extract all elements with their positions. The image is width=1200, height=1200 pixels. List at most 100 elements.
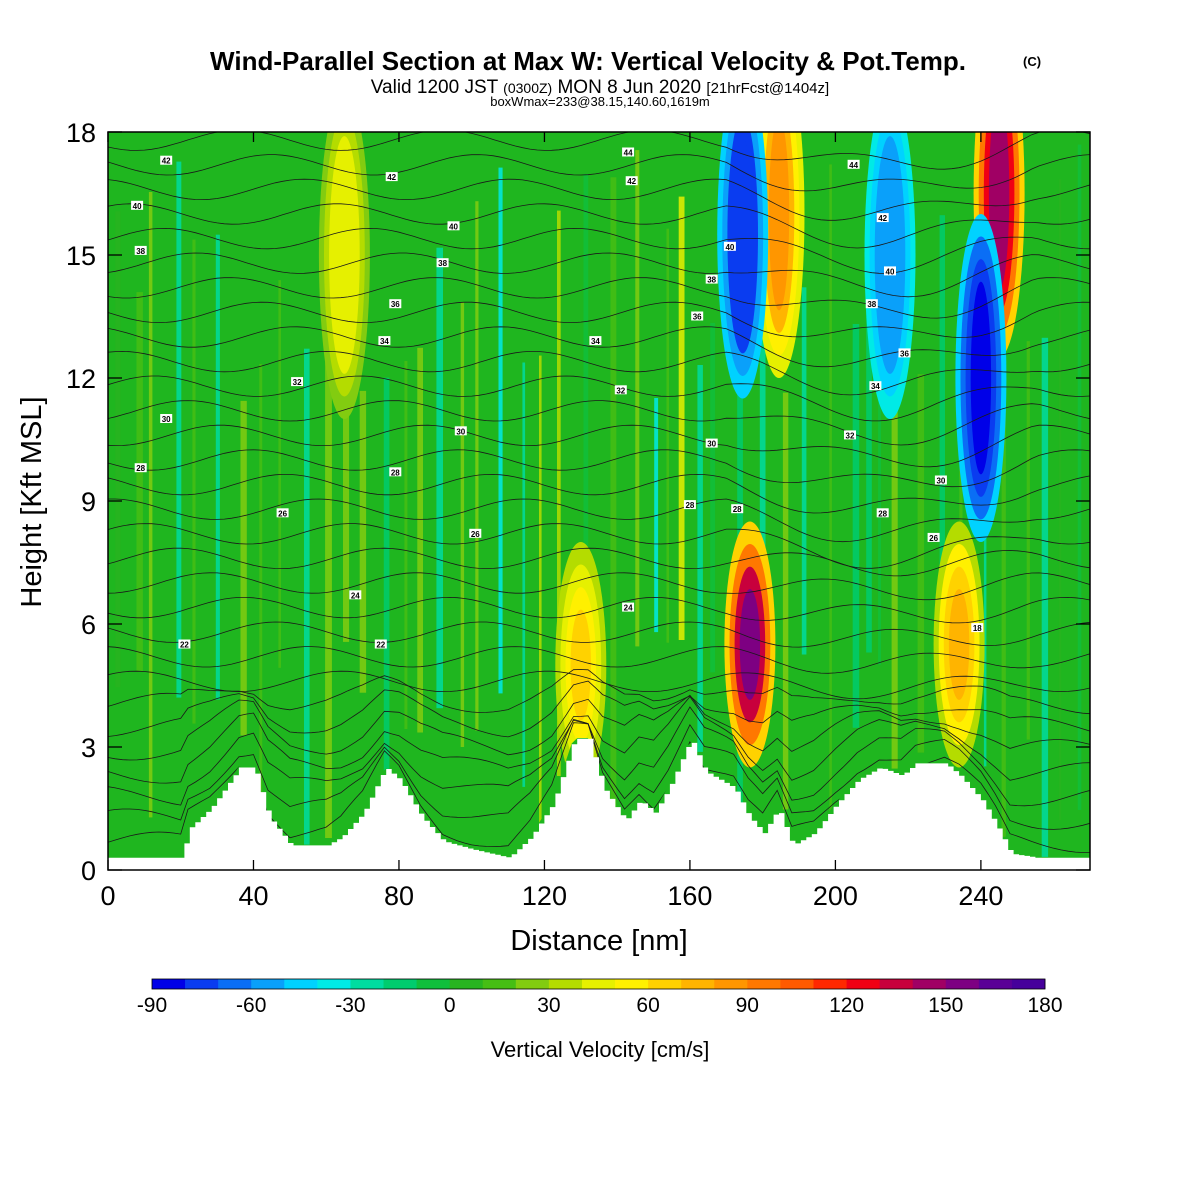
w-band [959,371,963,638]
colorbar-swatch [317,979,351,989]
contour-label: 26 [929,534,938,543]
theta-contour [108,350,1090,396]
theta-contour [108,523,1090,569]
x-tick-label: 120 [522,881,567,911]
w-band [539,355,542,857]
contour-label: 28 [733,505,742,514]
contour-label-bg [160,414,173,423]
contour-label-bg [160,155,173,165]
theta-contour [108,301,1090,338]
colorbar-tick-label: -30 [335,994,365,1017]
contour-label: 24 [351,591,360,600]
contour-label: 36 [693,313,702,322]
w-band [176,161,182,698]
w-band [866,221,872,653]
contour-label: 42 [627,177,636,186]
theta-contour [108,227,1090,274]
contour-label-bg [884,266,896,276]
w-core-7 [334,158,355,352]
w-band [678,196,685,640]
theta-contour [108,252,1090,298]
contour-label: 28 [685,501,694,510]
w-band [891,272,898,769]
w-band [1026,341,1030,740]
colorbar-swatch [879,979,914,989]
w-band [829,164,832,820]
x-axis-label: Distance [nm] [510,925,687,957]
w-band [917,374,925,753]
theta-contour [108,375,1090,422]
theta-contour-labels: 42 40 38 44 42 42 44 40 40 42 38 38 40 36 36 38 34 34 36 32… [131,147,984,650]
theta-contour [108,154,1090,192]
colorbar-label: Vertical Velocity [cm/s] [491,1037,710,1062]
colorbar-swatch [449,979,484,989]
contour-label: 42 [162,157,171,166]
contour-label: 36 [391,300,400,309]
colorbar-frame [151,978,1046,990]
colorbar-swatch [1011,979,1046,989]
chart-subtitle: Valid 1200 JST (0300Z) MON 8 Jun 2020 [2… [371,77,829,98]
colorbar-swatch [284,979,318,989]
y-tick-label: 15 [66,241,96,271]
contour-label: 38 [438,259,447,268]
theta-contour [108,277,1090,319]
w-band [304,348,310,857]
contour-label: 44 [849,161,858,170]
theta-contour [108,680,1090,738]
theta-contour [108,424,1090,468]
w-band [939,215,945,625]
x-tick-label: 0 [100,881,115,911]
w-band [148,192,153,818]
contour-label-bg [622,602,635,612]
contour-label-bg [625,176,638,186]
x-tick-label: 80 [384,881,414,911]
theta-contour [108,400,1090,446]
contour-label-bg [469,528,482,538]
contour-label-bg [844,430,856,440]
theta-contour [108,178,1090,221]
contour-label: 38 [707,276,716,285]
theta-contour [108,669,1090,715]
colorbar-tick-label: 60 [636,994,659,1017]
box-wmax-line: boxWmax=233@38.15,140.60,1619m [490,94,710,109]
contour-label-bg [389,467,402,477]
contour-label-bg [865,299,878,309]
w-core-6 [570,609,591,721]
theta-contour [108,596,1090,624]
theta-contour [108,670,1090,700]
w-band [1041,337,1049,857]
w-band [654,398,659,633]
w-band [325,220,332,838]
y-tick-label: 9 [81,487,96,517]
contour-label-bg [898,348,911,358]
x-tick-label: 240 [958,881,1003,911]
w-band [666,228,669,643]
contour-label: 40 [133,202,142,211]
x-tick-label: 200 [813,881,858,911]
contour-label: 42 [878,214,887,223]
w-band [1058,179,1062,821]
w-band [278,280,281,668]
colorbar-swatch [218,979,252,989]
theta-contour [108,547,1090,577]
contour-label: 40 [886,267,895,276]
w-core-5 [948,589,970,700]
colorbar-tick-label: 30 [537,994,560,1017]
w-band [498,167,503,694]
contour-label-bg [134,245,147,255]
y-tick-label: 18 [66,118,96,148]
w-band [782,392,789,810]
w-band [1001,138,1006,837]
chart-title: Wind-Parallel Section at Max W: Vertical… [210,46,966,76]
w-band [522,362,526,787]
contour-label: 34 [591,337,600,346]
title-mark: (C) [1023,54,1041,69]
contour-label-bg [971,623,984,633]
theta-contour [108,326,1090,368]
colorbar-swatch [416,979,451,989]
colorbar-swatch [615,979,649,989]
w-core-1 [768,132,790,311]
w-core-4 [970,281,992,475]
w-band [878,291,881,665]
